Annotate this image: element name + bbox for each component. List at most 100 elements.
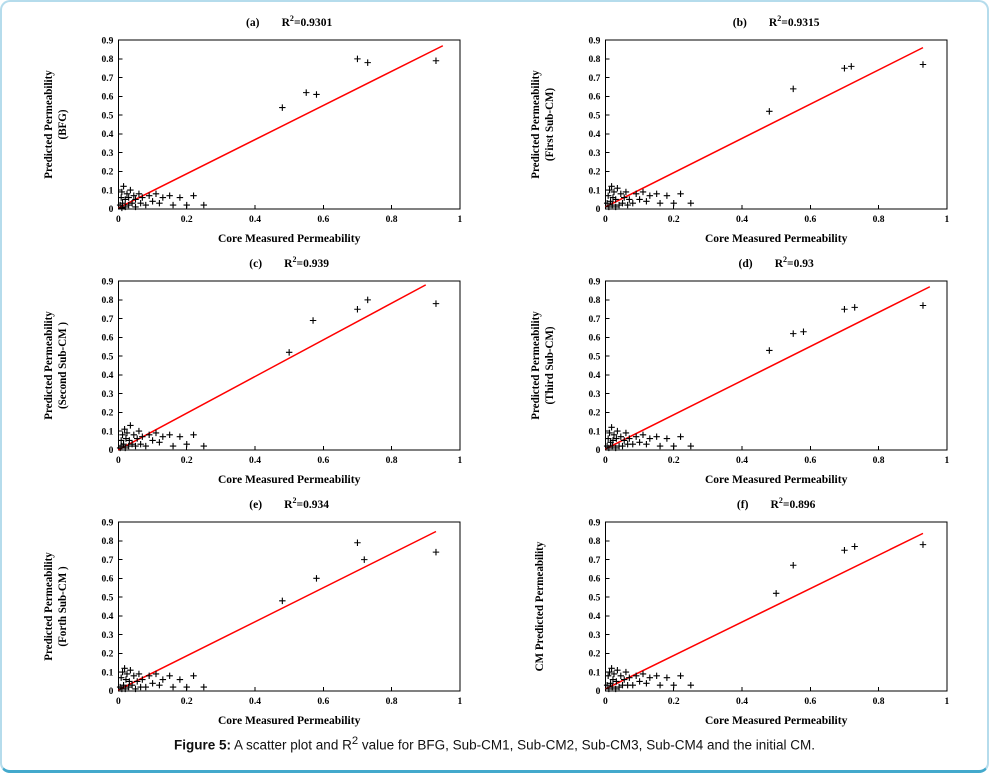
svg-text:0.2: 0.2 [668, 696, 680, 707]
svg-text:0.6: 0.6 [101, 574, 113, 585]
svg-text:0.8: 0.8 [101, 295, 113, 306]
svg-text:0: 0 [596, 204, 601, 215]
scatter-plot-d: (d) R2=0.93 Predicted Permeability (Third… [530, 255, 950, 486]
svg-text:0.4: 0.4 [101, 370, 113, 381]
x-axis-label-c: Core Measured Permeability [218, 474, 361, 486]
y-axis-label-d-line2: (Third Sub-CM) [544, 326, 556, 404]
svg-text:0.8: 0.8 [873, 696, 885, 707]
svg-text:0.4: 0.4 [589, 370, 601, 381]
plot-area-f: 0 0.2 0.4 0.6 0.8 1 0 0.1 0.2 0.3 0.4 0.5 0.6 0.7 0.8 0… [589, 517, 950, 707]
svg-text:0.7: 0.7 [589, 555, 601, 566]
svg-text:0.7: 0.7 [101, 555, 113, 566]
svg-text:0.6: 0.6 [101, 92, 113, 103]
svg-text:0.4: 0.4 [736, 455, 748, 466]
svg-text:0.6: 0.6 [589, 92, 601, 103]
y-axis-label-c-line1: Predicted Permeability [43, 311, 55, 420]
y-axis-label-e-line1: Predicted Permeability [43, 552, 55, 661]
svg-text:0: 0 [116, 696, 121, 707]
svg-text:1: 1 [457, 214, 462, 225]
x-axis-label-b: Core Measured Permeability [705, 233, 848, 245]
svg-text:0.2: 0.2 [589, 408, 601, 419]
svg-text:0: 0 [603, 455, 608, 466]
svg-text:0: 0 [108, 686, 113, 697]
svg-text:0.6: 0.6 [589, 574, 601, 585]
svg-text:0.6: 0.6 [317, 696, 329, 707]
subplot-c: (c) R2=0.939 Predicted Permeability (Seco… [12, 251, 490, 488]
plot-area-c: 0 0.2 0.4 0.6 0.8 1 0 0.1 0.2 0.3 0.4 0.5 0.6 0.7 0.8 0… [101, 276, 462, 466]
svg-text:0.1: 0.1 [101, 667, 113, 678]
svg-text:0.4: 0.4 [249, 455, 261, 466]
scatter-plot-f: (f) R2=0.896 CM Predicted Permeability Co… [534, 496, 950, 727]
svg-text:1: 1 [945, 455, 950, 466]
svg-text:0.8: 0.8 [589, 536, 601, 547]
svg-text:0.8: 0.8 [385, 455, 397, 466]
svg-text:0.6: 0.6 [805, 455, 817, 466]
svg-text:0.4: 0.4 [101, 129, 113, 140]
svg-text:0.5: 0.5 [101, 110, 113, 121]
y-axis-label-d-line1: Predicted Permeability [530, 311, 542, 420]
svg-text:0.5: 0.5 [589, 110, 601, 121]
svg-text:0.1: 0.1 [101, 185, 113, 196]
svg-text:1: 1 [457, 455, 462, 466]
svg-text:0.6: 0.6 [805, 696, 817, 707]
svg-text:0.2: 0.2 [589, 167, 601, 178]
svg-text:0.9: 0.9 [589, 517, 601, 528]
svg-text:0.1: 0.1 [101, 426, 113, 437]
svg-text:0.7: 0.7 [589, 314, 601, 325]
svg-text:0.2: 0.2 [101, 167, 113, 178]
svg-text:0.2: 0.2 [181, 696, 193, 707]
svg-text:0.2: 0.2 [101, 408, 113, 419]
svg-text:0: 0 [116, 214, 121, 225]
subplot-b: (b) R2=0.9315 Predicted Permeability (Fir… [500, 10, 978, 247]
svg-text:0: 0 [603, 214, 608, 225]
y-axis-label-b-line1: Predicted Permeability [530, 70, 542, 179]
svg-text:0.9: 0.9 [101, 517, 113, 528]
svg-text:0.3: 0.3 [589, 389, 601, 400]
caption-sup: 2 [351, 735, 359, 747]
y-axis-label-c-line2: (Second Sub-CM ) [57, 322, 69, 409]
svg-text:0.3: 0.3 [589, 148, 601, 159]
caption-label: Figure 5: [173, 737, 231, 753]
svg-text:0.8: 0.8 [589, 295, 601, 306]
svg-text:0.3: 0.3 [101, 630, 113, 641]
svg-text:0.8: 0.8 [873, 455, 885, 466]
caption-text-1: A scatter plot and R [231, 737, 352, 753]
svg-text:0.2: 0.2 [668, 455, 680, 466]
x-axis-label-a: Core Measured Permeability [218, 233, 361, 245]
svg-text:0.8: 0.8 [385, 696, 397, 707]
plot-title-f: (f) R2=0.896 [737, 496, 816, 511]
svg-text:0.4: 0.4 [589, 611, 601, 622]
svg-text:0.9: 0.9 [589, 35, 601, 46]
x-axis-label-e: Core Measured Permeability [218, 715, 361, 727]
svg-text:0.2: 0.2 [589, 649, 601, 660]
svg-text:0.6: 0.6 [589, 333, 601, 344]
scatter-plot-e: (e) R2=0.934 Predicted Permeability (Fort… [43, 496, 462, 727]
scatter-plot-b: (b) R2=0.9315 Predicted Permeability (Fir… [530, 14, 950, 245]
svg-text:0.6: 0.6 [101, 333, 113, 344]
svg-text:0.9: 0.9 [101, 276, 113, 287]
subplot-e: (e) R2=0.934 Predicted Permeability (Fort… [12, 492, 490, 729]
plot-area-a: 0 0.2 0.4 0.6 0.8 1 0 0.1 0.2 0.3 0.4 0.5 0.6 0.7 0.8 0… [101, 35, 462, 225]
svg-text:0.5: 0.5 [589, 351, 601, 362]
svg-text:0.4: 0.4 [736, 214, 748, 225]
svg-text:0.8: 0.8 [101, 54, 113, 65]
y-axis-label-f-line1: CM Predicted Permeability [534, 541, 546, 671]
svg-text:0.8: 0.8 [101, 536, 113, 547]
y-axis-label-a-line1: Predicted Permeability [43, 70, 55, 179]
svg-text:0: 0 [603, 696, 608, 707]
svg-text:0: 0 [596, 686, 601, 697]
svg-text:0.5: 0.5 [589, 592, 601, 603]
svg-text:0.5: 0.5 [101, 592, 113, 603]
subplot-a: (a) R2=0.9301 Predicted Permeability (BFG… [12, 10, 490, 247]
svg-text:0.5: 0.5 [101, 351, 113, 362]
plots-grid: (a) R2=0.9301 Predicted Permeability (BFG… [12, 10, 977, 729]
svg-text:0.6: 0.6 [805, 214, 817, 225]
svg-text:0.9: 0.9 [101, 35, 113, 46]
svg-text:0.9: 0.9 [589, 276, 601, 287]
svg-text:0.4: 0.4 [249, 214, 261, 225]
figure-caption: Figure 5: A scatter plot and R2 value fo… [12, 735, 977, 753]
svg-text:0.2: 0.2 [101, 649, 113, 660]
svg-text:0.2: 0.2 [668, 214, 680, 225]
svg-text:1: 1 [945, 214, 950, 225]
